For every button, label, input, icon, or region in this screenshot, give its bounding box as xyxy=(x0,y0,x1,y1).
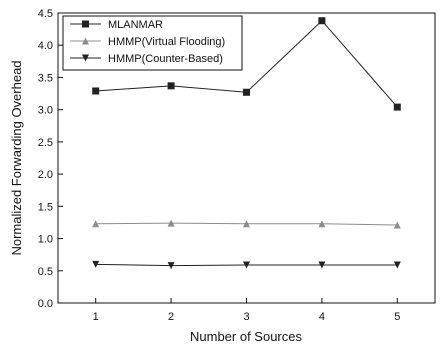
series-0-point-3 xyxy=(318,17,326,25)
legend-label-2: HMMP(Counter-Based) xyxy=(108,53,223,65)
x-tick-label-1: 2 xyxy=(168,311,174,323)
y-tick-label-3: 1.5 xyxy=(38,201,53,213)
series-1-point-3 xyxy=(318,220,326,228)
series-2 xyxy=(92,260,401,270)
x-axis: 1 2 3 4 5 xyxy=(93,298,400,323)
series-2-point-3 xyxy=(318,261,326,269)
y-tick-label-0: 0.0 xyxy=(38,298,53,310)
legend-item-1: HMMP(Virtual Flooding) xyxy=(70,36,225,48)
y-tick-label-6: 3.0 xyxy=(38,105,53,117)
x-tick-label-0: 1 xyxy=(93,311,99,323)
legend-label-0: MLANMAR xyxy=(108,19,163,31)
series-1 xyxy=(92,219,401,229)
series-0 xyxy=(92,17,401,111)
legend-item-2: HMMP(Counter-Based) xyxy=(70,53,223,65)
legend-items: MLANMAR HMMP(Virtual Flooding) HMMP(Counte… xyxy=(70,19,225,65)
series-1-point-4 xyxy=(393,221,401,229)
y-tick-label-5: 2.5 xyxy=(38,137,53,149)
series-1-point-2 xyxy=(243,220,250,228)
series-0-point-2 xyxy=(243,88,250,96)
x-tick-label-4: 5 xyxy=(394,311,400,323)
series-2-point-2 xyxy=(243,261,250,269)
y-tick-label-2: 1.0 xyxy=(38,234,53,246)
series-1-point-0 xyxy=(92,220,100,228)
series-0-point-4 xyxy=(393,103,401,111)
legend-marker-0 xyxy=(82,20,89,28)
series-1-point-1 xyxy=(167,219,175,227)
y-axis: 0.0 0.5 1.0 1.5 2.0 2.5 3.0 3.5 4.0 4.5 xyxy=(38,8,63,310)
series-2-point-1 xyxy=(167,262,175,270)
y-tick-label-9: 4.5 xyxy=(38,8,53,20)
y-tick-label-1: 0.5 xyxy=(38,266,53,278)
series-2-point-0 xyxy=(92,260,100,268)
x-tick-label-3: 4 xyxy=(319,311,325,323)
legend-item-0: MLANMAR xyxy=(70,19,163,31)
series-0-point-1 xyxy=(167,82,175,90)
legend-marker-1 xyxy=(82,37,89,45)
y-axis-title: Normalized Forwarding Overhead xyxy=(9,60,24,255)
series-0-point-0 xyxy=(92,87,100,95)
x-tick-label-2: 3 xyxy=(243,311,249,323)
legend-marker-2 xyxy=(82,54,89,62)
y-tick-label-4: 2.0 xyxy=(38,169,53,181)
x-axis-title: Number of Sources xyxy=(190,329,302,344)
legend-box xyxy=(62,15,243,71)
y-tick-label-7: 3.5 xyxy=(38,72,53,84)
series-2-point-4 xyxy=(393,261,401,269)
series-layer xyxy=(92,17,401,270)
y-tick-label-8: 4.0 xyxy=(38,40,53,52)
legend-label-1: HMMP(Virtual Flooding) xyxy=(108,36,225,48)
legend: MLANMAR HMMP(Virtual Flooding) HMMP(Counte… xyxy=(62,15,243,71)
